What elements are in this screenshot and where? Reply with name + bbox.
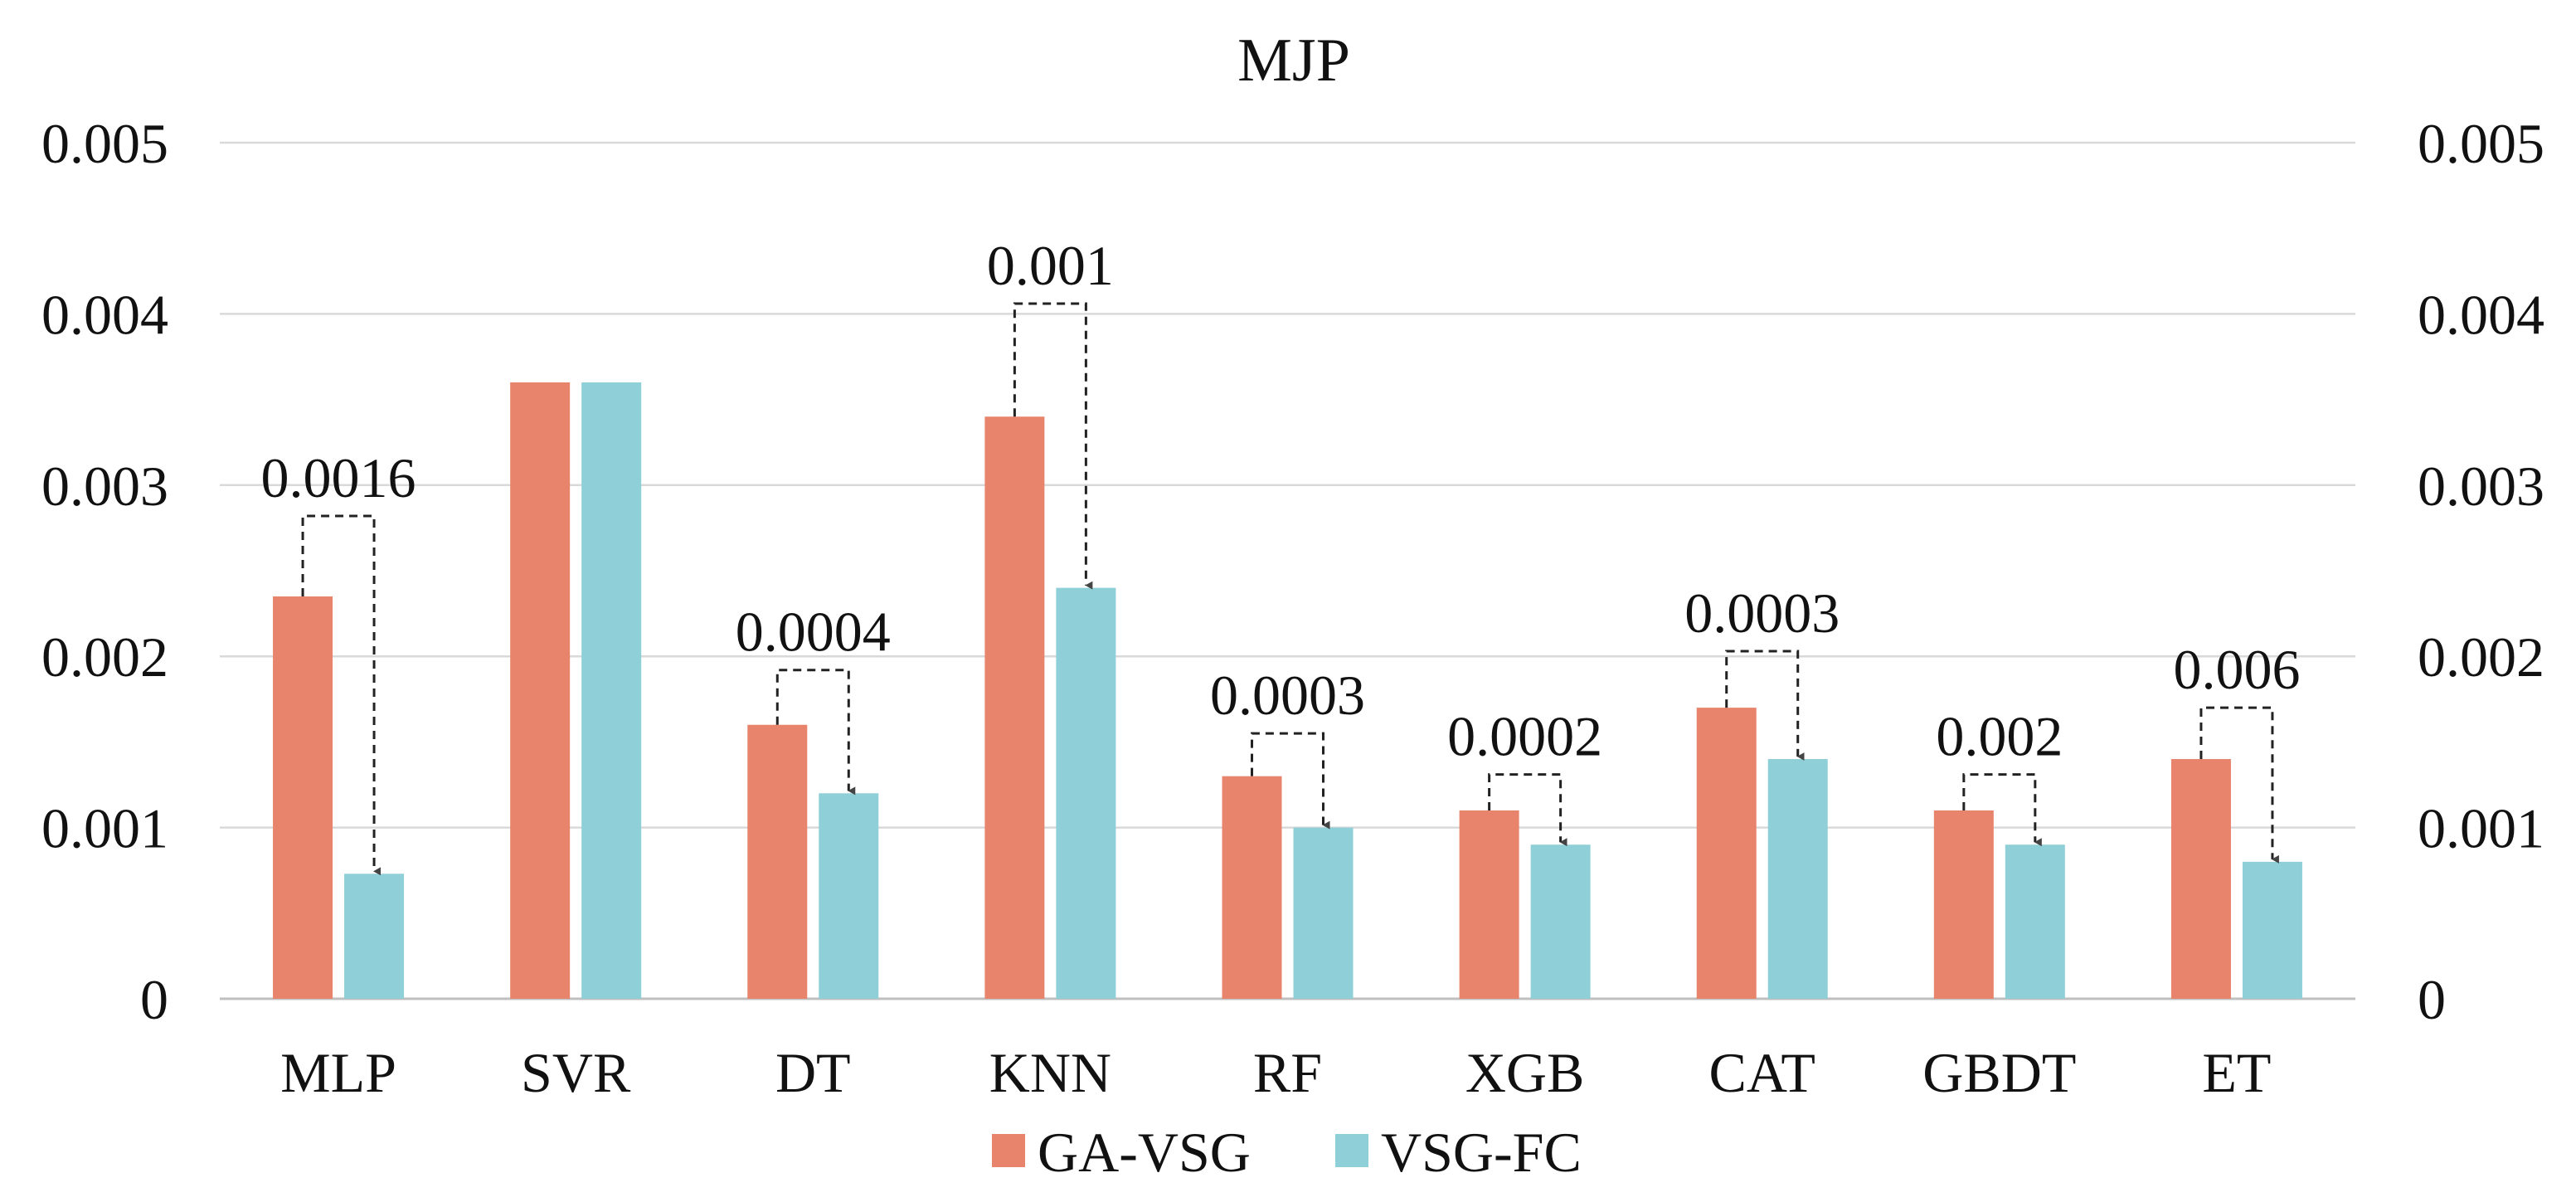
- difference-bracket: [1962, 773, 2042, 847]
- difference-bracket: [2199, 706, 2279, 864]
- y-tick-label-left: 0.003: [41, 455, 168, 518]
- difference-bracket: [1251, 732, 1330, 830]
- bar-vsg-fc: [2005, 844, 2065, 999]
- bar-vsg-fc: [344, 874, 405, 999]
- bar-vsg-fc: [1293, 827, 1354, 999]
- y-tick-label-right: 0.001: [2418, 797, 2544, 860]
- difference-bracket: [1013, 302, 1093, 590]
- bar-ga-vsg: [273, 596, 333, 999]
- y-tick-label-left: 0.004: [41, 283, 168, 346]
- difference-bracket: [775, 669, 856, 796]
- difference-label: 0.006: [2173, 638, 2300, 701]
- x-tick-label: SVR: [521, 1041, 631, 1104]
- difference-label: 0.0002: [1447, 705, 1602, 768]
- y-tick-label-right: 0.002: [2418, 625, 2544, 689]
- difference-bracket: [1488, 773, 1567, 847]
- difference-label: 0.002: [1936, 705, 2063, 768]
- difference-label: 0.001: [987, 234, 1114, 297]
- y-tick-label-right: 0.003: [2418, 455, 2544, 518]
- difference-label: 0.0004: [736, 601, 891, 664]
- bar-vsg-fc: [1767, 759, 1828, 999]
- x-tick-label: XGB: [1465, 1041, 1585, 1104]
- bar-vsg-fc: [1056, 587, 1116, 999]
- y-tick-label-left: 0.005: [41, 112, 168, 175]
- legend-label-ga-vsg: GA-VSG: [1038, 1121, 1251, 1184]
- bar-vsg-fc: [819, 793, 879, 999]
- bar-ga-vsg: [1459, 810, 1519, 999]
- y-tick-label-right: 0.005: [2418, 112, 2544, 175]
- difference-label: 0.0003: [1684, 582, 1840, 645]
- y-tick-label-right: 0: [2418, 968, 2446, 1031]
- legend-label-vsg-fc: VSG-FC: [1381, 1121, 1582, 1184]
- bar-ga-vsg: [1222, 776, 1282, 999]
- chart-title: MJP: [1237, 27, 1350, 95]
- legend-swatch-vsg-fc: [1335, 1134, 1368, 1167]
- bar-ga-vsg: [1696, 708, 1757, 999]
- bar-ga-vsg: [747, 724, 808, 999]
- y-tick-label-left: 0.002: [41, 625, 168, 689]
- x-tick-label: MLP: [280, 1041, 396, 1104]
- y-tick-label-right: 0.004: [2418, 283, 2544, 346]
- x-tick-label: GBDT: [1922, 1041, 2076, 1104]
- x-tick-label: ET: [2202, 1041, 2271, 1104]
- difference-label: 0.0016: [261, 446, 416, 509]
- bar-vsg-fc: [1530, 844, 1591, 999]
- bar-ga-vsg: [510, 382, 571, 1000]
- x-tick-label: KNN: [989, 1041, 1111, 1104]
- difference-bracket: [301, 514, 382, 876]
- legend-swatch-ga-vsg: [992, 1134, 1025, 1167]
- bar-ga-vsg: [2170, 759, 2231, 999]
- y-tick-label-left: 0: [140, 968, 168, 1031]
- difference-label: 0.0003: [1210, 664, 1365, 727]
- x-tick-label: RF: [1253, 1041, 1322, 1104]
- difference-bracket: [1725, 650, 1805, 762]
- y-tick-label-left: 0.001: [41, 797, 168, 860]
- bar-ga-vsg: [984, 416, 1045, 999]
- bar-vsg-fc: [581, 382, 642, 1000]
- bar-ga-vsg: [1933, 810, 1994, 999]
- x-tick-label: DT: [775, 1041, 851, 1104]
- bar-vsg-fc: [2242, 861, 2302, 999]
- x-tick-label: CAT: [1708, 1041, 1815, 1104]
